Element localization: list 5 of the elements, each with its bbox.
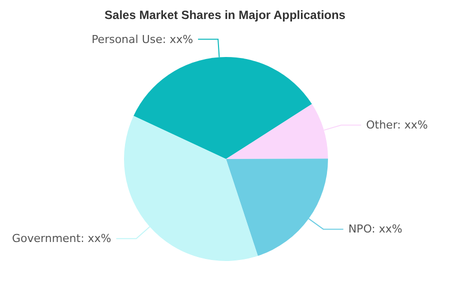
slice-label: NPO: xx% [348,222,402,236]
slice-label: Personal Use: xx% [92,32,194,46]
slice-label: Government: xx% [12,232,112,246]
slice-label: Other: xx% [366,118,428,132]
chart-title: Sales Market Shares in Major Applications [104,8,346,22]
